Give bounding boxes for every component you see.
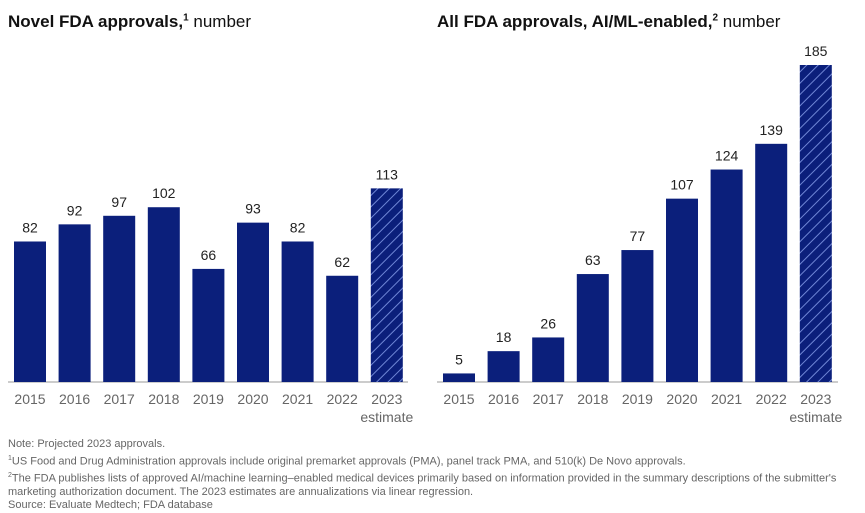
estimate-label: estimate [789,409,842,425]
estimate-label: estimate [360,409,413,425]
data-label: 92 [67,202,83,218]
footnote-mark: 1 [8,454,12,462]
data-label: 82 [22,219,38,235]
bar-2020 [237,222,269,382]
data-label: 102 [152,185,176,201]
title-text: All FDA approvals, AI/ML-enabled, [437,12,713,31]
tick-label: 2022 [327,391,358,407]
tick-label: 2021 [282,391,313,407]
tick-label: 2019 [193,391,224,407]
bar-2017 [532,337,565,382]
title-text: Novel FDA approvals, [8,12,184,31]
bar-2019 [621,250,654,382]
tick-label: 2018 [577,391,608,407]
data-label: 62 [334,254,350,270]
tick-label: 2022 [756,391,787,407]
data-label: 107 [670,177,694,193]
bar-2020 [666,198,698,382]
bar-2018 [576,274,609,382]
data-label: 113 [376,166,399,182]
tick-label: 2016 [488,391,519,407]
bar-2018 [147,207,180,382]
charts-svg: 82 2015 92 2016 97 2017 102 2018 66 2019 93 2020 82 2… [8,43,842,425]
footnote-text: US Food and Drug Administration approval… [11,455,686,468]
footnote-mark: 2 [8,471,12,479]
tick-label: 2023 [800,391,831,407]
note: Note: Projected 2023 approvals. [8,438,166,450]
tick-label: 2017 [104,391,135,407]
footnote-mark: 2 [712,12,719,24]
data-label: 93 [245,201,261,217]
footnote-text: The FDA publishes lists of approved AI/m… [8,472,837,498]
tick-label: 2023 [371,391,402,407]
tick-label: 2019 [622,391,653,407]
bar-2017 [103,215,136,382]
bar-2021 [281,241,314,382]
tick-label: 2020 [666,391,697,407]
data-label: 124 [715,148,739,164]
data-label: 18 [496,329,512,345]
tick-label: 2015 [14,391,45,407]
bar-2016 [58,224,91,382]
data-label: 185 [804,43,828,59]
bar-2019 [192,268,225,382]
bar-2015 [14,241,46,382]
bar-2023 [370,188,403,382]
footnote-mark: 1 [183,12,189,24]
bar-2022 [755,143,788,382]
data-label: 63 [585,252,601,268]
data-label: 139 [760,122,784,138]
tick-label: 2017 [533,391,564,407]
footnote-1: 1US Food and Drug Administration approva… [8,452,858,469]
footnote-2: 2The FDA publishes lists of approved AI/… [8,469,858,500]
tick-label: 2021 [711,391,742,407]
data-label: 26 [540,315,556,331]
bar-2021 [710,169,743,382]
bar-2022 [326,275,359,382]
bar-2023 [799,65,832,382]
data-label: 97 [111,194,127,210]
tick-label: 2015 [443,391,474,407]
data-label: 82 [290,219,306,235]
tick-label: 2018 [148,391,179,407]
title-unit: number [193,12,252,31]
chart-title-aiml: All FDA approvals, AI/ML-enabled,2 numbe… [437,12,780,32]
title-unit: number [722,12,781,31]
footnotes: Note: Projected 2023 approvals. 1US Food… [8,438,858,513]
bar-2015 [443,373,475,382]
data-label: 5 [455,351,463,367]
data-label: 77 [630,228,646,244]
data-label: 66 [201,247,217,263]
tick-label: 2020 [237,391,268,407]
tick-label: 2016 [59,391,90,407]
chart-title-novel: Novel FDA approvals,1 number [8,12,251,32]
source: Source: Evaluate Medtech; FDA database [8,499,213,512]
bar-2016 [487,351,520,382]
